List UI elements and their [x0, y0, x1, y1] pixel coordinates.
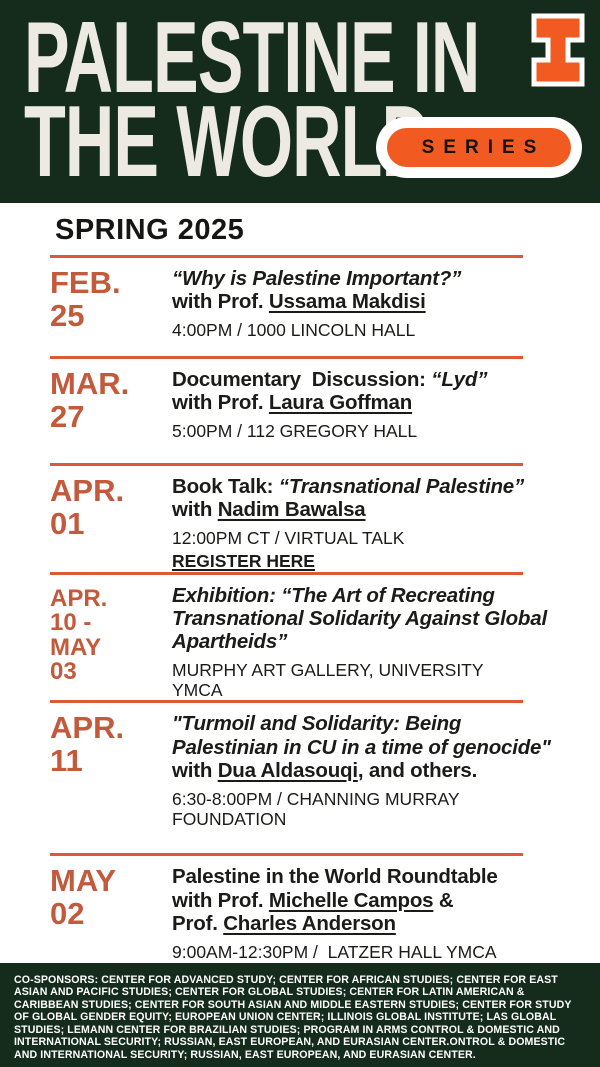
event-date: MAR. 27: [50, 365, 130, 434]
event-date: APR. 11: [50, 710, 125, 779]
event-title-prof2: Prof.: [172, 911, 224, 935]
event-date: APR. 01: [50, 472, 125, 541]
event-title-with: with Prof.: [172, 290, 269, 314]
series-badge-label: SERIES: [421, 137, 546, 158]
event-title-with: with: [172, 498, 218, 522]
event-title-amp: &: [433, 888, 454, 912]
event-title-with: with Prof.: [172, 391, 269, 415]
event-apr-11: APR. 11 "Turmoil and Solidarity: Being P…: [0, 703, 600, 853]
speaker-name: Ussama Makdisi: [268, 290, 426, 314]
cosponsors-text: CO-SPONSORS: CENTER FOR ADVANCED STUDY; …: [14, 973, 572, 1061]
speaker-name: Laura Goffman: [268, 391, 413, 415]
event-apr-10-may-03: APR. 10 - MAY 03 Exhibition: “The Art of…: [0, 575, 600, 701]
divider: [50, 853, 523, 857]
event-title-quote: “Lyd”: [431, 367, 488, 391]
event-title-quote: “Why is Palestine Important?”: [172, 266, 462, 290]
divider: [50, 700, 523, 704]
poster-header: PALESTINE IN THE WORLD SERIES: [0, 0, 600, 203]
divider: [50, 462, 523, 466]
event-title-quote: “Transnational Palestine”: [278, 474, 525, 498]
season-heading: SPRING 2025: [55, 214, 245, 246]
speaker-name: Nadim Bawalsa: [217, 498, 366, 522]
illinois-block-i-icon: [531, 13, 585, 87]
poster-title-line2: THE WORLD: [24, 85, 431, 199]
divider: [50, 355, 523, 359]
event-title-with: with: [172, 735, 557, 782]
event-title: “Why is Palestine Important?” with Prof. …: [172, 267, 557, 313]
event-date: APR. 10 - MAY 03: [50, 584, 108, 686]
event-date: MAY 02: [50, 863, 117, 932]
events-list: SPRING 2025 FEB. 25 “Why is Palestine Im…: [0, 203, 600, 963]
divider: [50, 254, 523, 258]
event-detail: 6:30-8:00PM / CHANNING MURRAY FOUNDATION: [172, 788, 465, 829]
event-title-lead: Palestine in the World Roundtable: [172, 865, 498, 889]
event-title: Exhibition: “The Art of Recreating Trans…: [172, 584, 557, 653]
event-title-quote: "Turmoil and Solidarity: Being Palestini…: [172, 712, 551, 759]
speaker-name: Dua Aldasouqi: [217, 758, 358, 782]
event-apr-01: APR. 01 Book Talk: “Transnational Palest…: [0, 466, 600, 572]
event-title-lead: Documentary Discussion:: [172, 367, 432, 391]
event-date: FEB. 25: [50, 264, 121, 333]
divider: [50, 571, 523, 575]
event-title-with: with Prof.: [172, 888, 269, 912]
event-detail: MURPHY ART GALLERY, UNIVERSITY YMCA: [172, 660, 488, 700]
event-title: Documentary Discussion: “Lyd” with Prof. …: [172, 368, 557, 414]
poster-title-line1: PALESTINE IN: [24, 1, 480, 115]
event-may-02: MAY 02 Palestine in the World Roundtable…: [0, 856, 600, 962]
series-badge: SERIES: [376, 117, 582, 178]
poster-footer: CO-SPONSORS: CENTER FOR ADVANCED STUDY; …: [0, 962, 600, 1067]
event-title: Book Talk: “Transnational Palestine” with…: [172, 475, 557, 521]
event-feb-25: FEB. 25 “Why is Palestine Important?” wit…: [0, 258, 600, 356]
event-title-tail: , and others.: [357, 758, 478, 782]
event-detail: 4:00PM / 1000 LINCOLN HALL: [172, 320, 416, 341]
event-title-quote: Exhibition: “The Art of Recreating Trans…: [172, 583, 552, 654]
register-here-link[interactable]: REGISTER HERE: [172, 550, 315, 571]
event-title: "Turmoil and Solidarity: Being Palestini…: [172, 712, 557, 781]
event-detail: 12:00PM CT / VIRTUAL TALK: [172, 528, 405, 549]
event-detail: 5:00PM / 112 GREGORY HALL: [172, 421, 418, 442]
event-detail: 9:00AM-12:30PM / LATZER HALL YMCA: [172, 941, 497, 962]
event-title-lead: Book Talk:: [172, 474, 279, 498]
event-mar-27: MAR. 27 Documentary Discussion: “Lyd” wit…: [0, 359, 600, 463]
series-badge-inner: SERIES: [387, 128, 571, 167]
event-title: Palestine in the World Roundtable with Pr…: [172, 865, 557, 934]
speaker-name: Charles Anderson: [223, 911, 396, 935]
speaker-name: Michelle Campos: [268, 888, 434, 912]
